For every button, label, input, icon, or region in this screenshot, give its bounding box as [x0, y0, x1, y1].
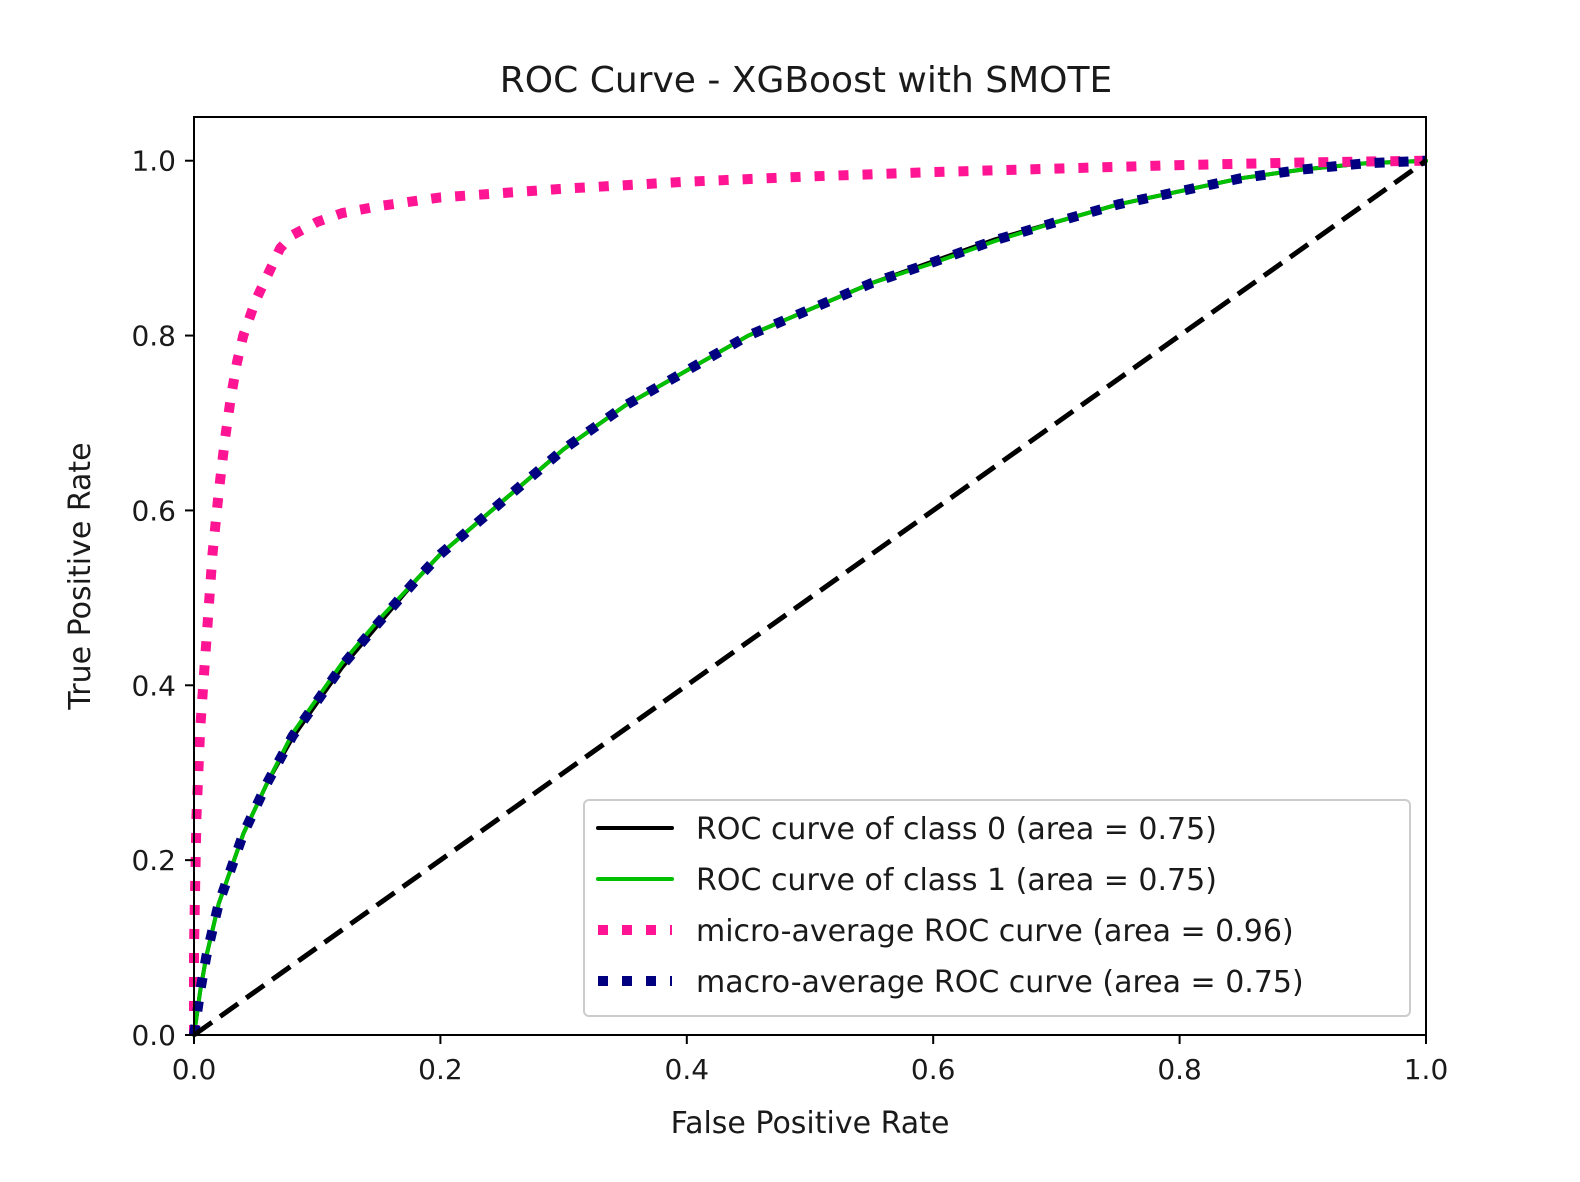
y-tick-label: 0.0	[131, 1019, 176, 1052]
y-tick-label: 0.8	[131, 320, 176, 353]
legend-label-2: micro-average ROC curve (area = 0.96)	[696, 914, 1294, 949]
x-tick-label: 1.0	[1404, 1053, 1449, 1086]
diagonal-reference-line	[192, 158, 1428, 1038]
x-tick-label: 0.0	[172, 1053, 217, 1086]
series-layer	[189, 155, 1428, 1038]
x-tick-label: 0.6	[911, 1053, 956, 1086]
legend-label-0: ROC curve of class 0 (area = 0.75)	[696, 812, 1217, 847]
legend-label-1: ROC curve of class 1 (area = 0.75)	[696, 863, 1217, 898]
x-tick-label: 0.8	[1157, 1053, 1202, 1086]
legend: ROC curve of class 0 (area = 0.75) ROC cu…	[583, 799, 1411, 1017]
y-tick-label: 1.0	[131, 145, 176, 178]
x-tick-label: 0.2	[418, 1053, 463, 1086]
legend-box	[583, 799, 1411, 1017]
series-line-3	[189, 155, 1427, 1036]
series-line-2	[189, 155, 1427, 1035]
y-tick-label: 0.2	[131, 844, 176, 877]
plot-frame	[193, 116, 1427, 1036]
y-axis-ticks: 0.0 0.2 0.4 0.6 0.8 1.0	[131, 145, 194, 1052]
x-tick-label: 0.4	[665, 1053, 710, 1086]
y-tick-label: 0.6	[131, 494, 176, 527]
y-tick-label: 0.4	[131, 669, 176, 702]
y-axis-label: True Positive Rate	[63, 442, 98, 710]
x-axis-label: False Positive Rate	[671, 1106, 950, 1141]
legend-label-3: macro-average ROC curve (area = 0.75)	[696, 965, 1304, 1000]
chart-title: ROC Curve - XGBoost with SMOTE	[500, 60, 1112, 101]
x-axis-ticks: 0.0 0.2 0.4 0.6 0.8 1.0	[172, 1035, 1449, 1086]
